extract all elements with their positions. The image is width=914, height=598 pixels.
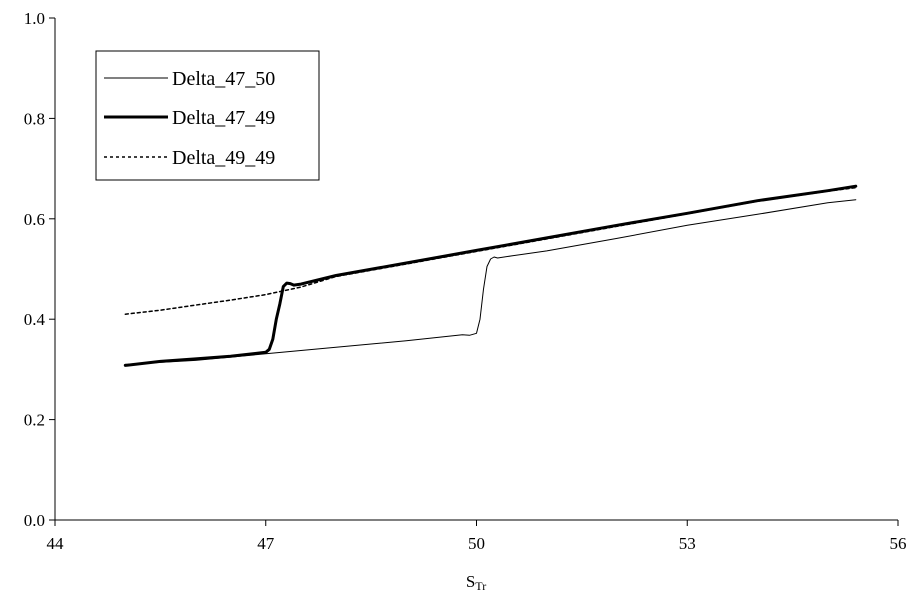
x-tick-label: 53: [679, 534, 696, 553]
y-tick-label: 0.6: [24, 210, 45, 229]
x-tick-label: 56: [890, 534, 907, 553]
y-tick-label: 0.2: [24, 411, 45, 430]
series-line-delta-47-49: [123, 184, 858, 367]
y-tick-label: 0.8: [24, 109, 45, 128]
y-tick-label: 0.4: [24, 310, 46, 329]
series-line-delta-49-49: [124, 186, 857, 315]
y-axis-ticks: 0.0 0.2 0.4 0.6 0.8 1.0: [24, 9, 55, 530]
x-axis-title-main: S: [466, 572, 475, 591]
legend-label-delta-47-49: Delta_47_49: [172, 107, 275, 129]
series-line-delta-47-50: [124, 199, 857, 365]
x-axis-ticks: 44 47 50 53 56: [47, 520, 907, 553]
x-axis-title: STr: [466, 572, 486, 593]
x-tick-label: 50: [468, 534, 485, 553]
legend-label-delta-47-50: Delta_47_50: [172, 68, 275, 90]
y-tick-label: 0.0: [24, 511, 45, 530]
x-tick-label: 44: [47, 534, 65, 553]
legend: Delta_47_50 Delta_47_49 Delta_49_49: [95, 50, 320, 181]
x-axis-title-subscript: Tr: [475, 579, 486, 593]
series-layer: [123, 184, 858, 367]
x-tick-label: 47: [257, 534, 275, 553]
legend-label-delta-49-49: Delta_49_49: [172, 147, 275, 169]
y-tick-label: 1.0: [24, 9, 45, 28]
